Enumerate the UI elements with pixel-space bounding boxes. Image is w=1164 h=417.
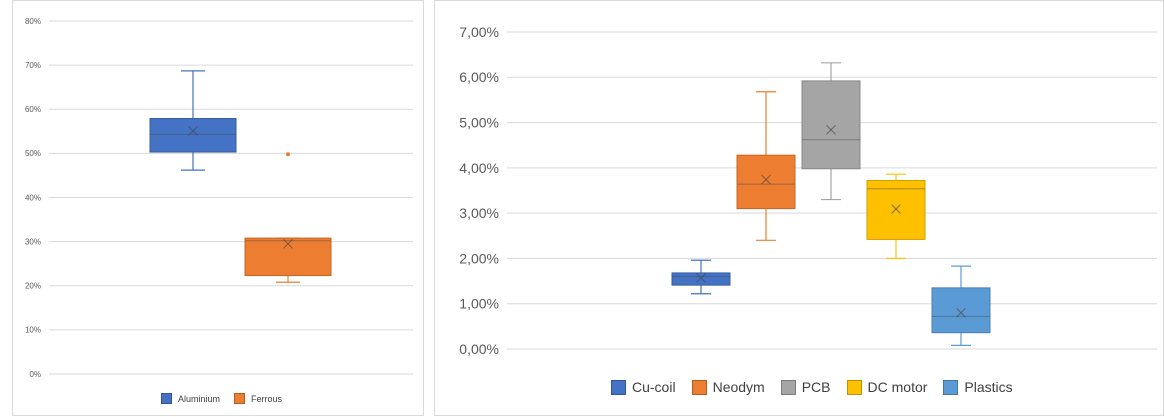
legend-label: Cu-coil — [632, 379, 676, 395]
y-tick-label: 1,00% — [459, 296, 499, 312]
legend-item: Cu-coil — [611, 379, 676, 395]
legend-swatch — [780, 379, 796, 395]
box-aluminium — [149, 70, 237, 171]
y-tick-label: 10% — [25, 326, 41, 335]
legend-swatch — [846, 379, 862, 395]
box-iqr — [801, 80, 861, 170]
box-iqr — [671, 272, 731, 286]
legend-swatch — [691, 379, 707, 395]
y-tick-label: 0% — [29, 370, 41, 379]
legend-swatch — [611, 379, 626, 395]
chart-panel-right: 0,00% 1,00% 2,00% 3,00% 4,00% 5,00% 6,00% 7,00%… — [434, 0, 1164, 416]
legend-label: DC motor — [867, 379, 928, 395]
mean-marker — [188, 125, 198, 136]
legend-swatch — [161, 393, 172, 404]
box-iqr — [736, 154, 796, 210]
y-tick-label: 40% — [25, 193, 41, 202]
box-ferrous — [244, 152, 332, 283]
box-dc-motor — [866, 173, 926, 260]
y-tick-label: 0,00% — [459, 341, 499, 357]
y-tick-label: 50% — [25, 149, 41, 158]
y-tick-label: 4,00% — [459, 160, 499, 176]
y-tick-label: 3,00% — [459, 205, 499, 221]
box-iqr — [931, 287, 991, 334]
legend-right: Cu-coil Neodym PCB DC motor Plastics — [611, 379, 1013, 395]
legend-item: Neodym — [691, 379, 765, 395]
y-tick-label: 5,00% — [459, 114, 499, 130]
box-pcb — [801, 62, 861, 201]
legend-item: Aluminium — [161, 393, 220, 404]
mean-marker — [761, 174, 771, 185]
box-plot-left: 0% 10% 20% 30% 40% 50% 60% 70% 80% — [25, 17, 413, 379]
mean-marker — [283, 238, 293, 249]
y-tick-label: 30% — [25, 237, 41, 246]
box-iqr — [866, 180, 926, 240]
legend-label: PCB — [801, 379, 831, 395]
legend-item: PCB — [780, 379, 831, 395]
legend-swatch — [234, 393, 246, 404]
legend-label: Plastics — [964, 379, 1013, 395]
legend-label: Aluminium — [178, 393, 221, 404]
chart-panel-left: 0% 10% 20% 30% 40% 50% 60% 70% 80% Aluminium Ferr… — [12, 0, 424, 416]
legend-item: Plastics — [943, 379, 1013, 395]
y-tick-label: 80% — [25, 17, 41, 26]
mean-marker — [696, 273, 706, 283]
y-tick-label: 7,00% — [459, 24, 499, 40]
mean-marker — [956, 307, 966, 318]
legend-item: Ferrous — [234, 393, 282, 404]
box-cu-coil — [671, 259, 731, 295]
y-tick-label: 20% — [25, 282, 41, 291]
box-plastics — [931, 265, 991, 346]
legend-left: Aluminium Ferrous — [161, 393, 282, 404]
box-plot-right: 0,00% 1,00% 2,00% 3,00% 4,00% 5,00% 6,00% 7,00% — [459, 24, 1157, 357]
y-tick-label: 70% — [25, 61, 41, 70]
legend-label: Ferrous — [251, 393, 283, 404]
y-tick-label: 6,00% — [459, 69, 499, 85]
mean-marker — [891, 204, 901, 214]
y-tick-label: 2,00% — [459, 250, 499, 266]
box-neodym — [736, 91, 796, 241]
mean-marker — [826, 124, 836, 135]
box-iqr — [149, 118, 237, 153]
legend-item: DC motor — [846, 379, 928, 395]
y-tick-label: 60% — [25, 105, 41, 114]
outlier-point — [286, 152, 290, 157]
legend-label: Neodym — [712, 379, 765, 395]
legend-swatch — [943, 379, 959, 395]
